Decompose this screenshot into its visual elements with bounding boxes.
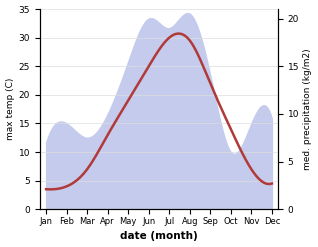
Y-axis label: med. precipitation (kg/m2): med. precipitation (kg/m2) (303, 48, 313, 170)
Y-axis label: max temp (C): max temp (C) (5, 78, 15, 140)
X-axis label: date (month): date (month) (120, 231, 198, 242)
